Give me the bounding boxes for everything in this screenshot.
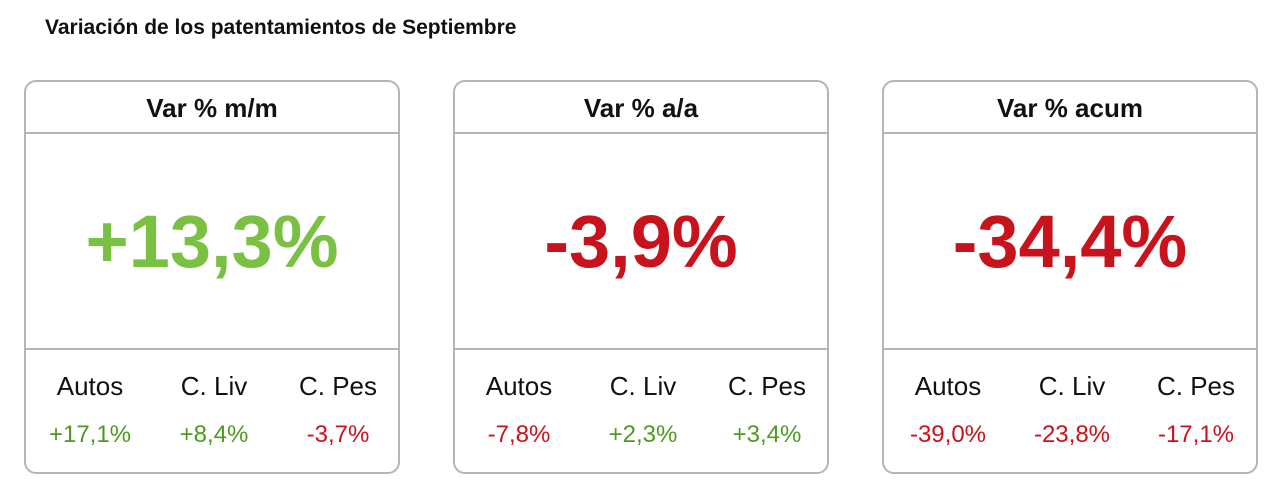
sub-value: +17,1% [28, 420, 152, 450]
card: Var % m/m +13,3% Autos +17,1%C. Liv +8,4%C. … [24, 80, 400, 474]
sub-value: +2,3% [581, 420, 705, 450]
sub-item: C. Pes -3,7% [276, 370, 400, 450]
sub-value: -7,8% [457, 420, 581, 450]
sub-value: +3,4% [705, 420, 829, 450]
title: Variación de los patentamientos de Septi… [45, 16, 516, 40]
sub-value: -23,8% [1010, 420, 1134, 450]
card: Var % acum -34,4% Autos -39,0%C. Liv -23,8%C… [882, 80, 1258, 474]
card-header: Var % acum [884, 82, 1256, 134]
sub-item: Autos -7,8% [457, 370, 581, 450]
divider [884, 348, 1256, 350]
sub-item: C. Liv +2,3% [581, 370, 705, 450]
card-header: Var % a/a [455, 82, 827, 134]
sub-label: Autos [28, 370, 152, 402]
sub-item: Autos -39,0% [886, 370, 1010, 450]
main-value: -34,4% [884, 197, 1256, 287]
sub-value: +8,4% [152, 420, 276, 450]
sub-label: C. Liv [1010, 370, 1134, 402]
divider [26, 348, 398, 350]
sub-item: Autos +17,1% [28, 370, 152, 450]
card-header: Var % m/m [26, 82, 398, 134]
sub-value: -17,1% [1134, 420, 1258, 450]
main-value: -3,9% [455, 197, 827, 287]
sub-label: C. Pes [276, 370, 400, 402]
sub-label: C. Liv [581, 370, 705, 402]
sub-label: Autos [886, 370, 1010, 402]
sub-item: C. Liv -23,8% [1010, 370, 1134, 450]
sub-value: -3,7% [276, 420, 400, 450]
card: Var % a/a -3,9% Autos -7,8%C. Liv +2,3%C. Pe… [453, 80, 829, 474]
sub-item: C. Liv +8,4% [152, 370, 276, 450]
divider [455, 348, 827, 350]
sub-item: C. Pes -17,1% [1134, 370, 1258, 450]
sub-value: -39,0% [886, 420, 1010, 450]
sub-item: C. Pes +3,4% [705, 370, 829, 450]
sub-label: C. Pes [1134, 370, 1258, 402]
sub-label: Autos [457, 370, 581, 402]
sub-label: C. Liv [152, 370, 276, 402]
sub-label: C. Pes [705, 370, 829, 402]
main-value: +13,3% [26, 197, 398, 287]
